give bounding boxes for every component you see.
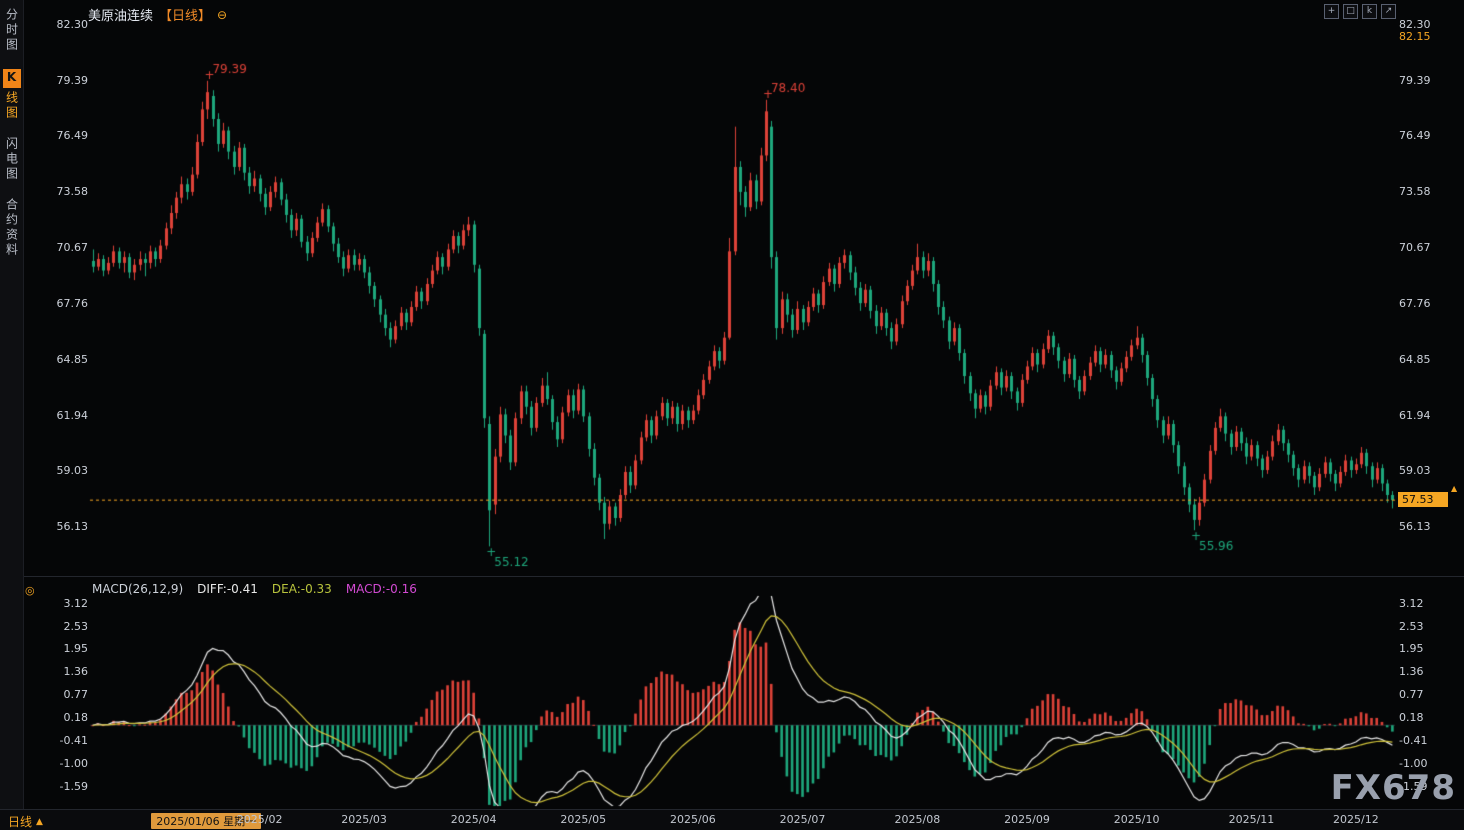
- period-tag[interactable]: 【日线】: [159, 9, 212, 24]
- macd-axis-label: -0.41: [1399, 734, 1428, 748]
- macd-settings-icon[interactable]: ◎: [25, 584, 35, 597]
- price-axis-label: 70.67: [1399, 241, 1431, 255]
- current-price-tag: 57.53: [1398, 492, 1448, 508]
- time-axis-bar: 日线 ▲ 2025/01/06 星期一 2025/02 2025/03 2025/04…: [0, 809, 1464, 830]
- macd-axis-left: 3.12 2.53 1.95 1.36 0.77 0.18 -0.41 -1.00 -1.59: [42, 0, 88, 830]
- selected-date-label: 2025/01/06 星期一: [151, 813, 262, 829]
- macd-dea-value: DEA:-0.33: [271, 582, 332, 596]
- select-region-icon[interactable]: □: [1343, 4, 1358, 19]
- macd-axis-label: 1.95: [63, 642, 89, 656]
- up-arrow-icon: ▲: [36, 816, 43, 827]
- price-axis-label: 79.39: [56, 73, 89, 87]
- price-axis-label: 64.85: [56, 352, 89, 366]
- watermark: FX678: [1330, 768, 1456, 808]
- symbol-name: 美原油连续: [88, 9, 154, 24]
- date-label: 2025/03: [341, 813, 387, 826]
- macd-axis-label: 0.77: [1399, 688, 1424, 702]
- macd-axis-label: -1.00: [1399, 757, 1428, 771]
- macd-axis-label: 3.12: [63, 597, 89, 610]
- price-axis-label: 59.03: [1399, 464, 1431, 478]
- price-axis-label: 56.13: [1399, 520, 1431, 534]
- settings-icon[interactable]: ⊖: [217, 7, 228, 22]
- date-label: 2025/09: [1004, 813, 1050, 826]
- date-label: 2025/05: [560, 813, 607, 826]
- tab-flash-chart[interactable]: 闪电图: [4, 137, 19, 182]
- price-axis-label: 56.13: [56, 520, 89, 534]
- date-label: 2025/08: [894, 813, 941, 826]
- macd-diff-value: DIFF:-0.41: [197, 582, 258, 596]
- price-axis-label: 73.58: [56, 185, 89, 199]
- price-axis-label: 67.76: [1399, 296, 1431, 310]
- price-axis-label: 82.30: [56, 18, 89, 31]
- price-axis-label: 61.94: [56, 408, 89, 422]
- date-label: 2025/10: [1113, 813, 1160, 826]
- macd-axis-label: 2.53: [63, 619, 89, 633]
- macd-axis-label: -0.41: [59, 734, 88, 748]
- date-label: 2025/12: [1332, 813, 1379, 826]
- left-tab-bar: 分时图 K 线图 闪电图 合约资料: [0, 0, 24, 830]
- date-label: 2025/07: [779, 813, 826, 826]
- price-axis-label: 76.49: [56, 129, 89, 143]
- date-label: 2025/11: [1228, 813, 1275, 826]
- price-axis-label: 67.76: [56, 296, 89, 310]
- price-axis-right: 82.30 79.39 76.49 73.58 70.67 67.76 64.85 61.94…: [1399, 0, 1445, 830]
- session-high-tag: 82.15: [1399, 30, 1431, 43]
- macd-axis-label: 0.18: [63, 711, 89, 725]
- macd-axis-label: 0.77: [63, 688, 89, 702]
- price-axis-label: 82.30: [1399, 18, 1431, 31]
- kline-mode-icon[interactable]: k: [1362, 4, 1377, 19]
- macd-axis-label: 3.12: [1399, 597, 1424, 610]
- expand-icon[interactable]: ↗: [1381, 4, 1396, 19]
- macd-axis-label: -1.59: [59, 780, 88, 793]
- crosshair-icon[interactable]: +: [1324, 4, 1339, 19]
- price-axis-left: 82.30 79.39 76.49 73.58 70.67 67.76 64.85 61.94…: [42, 0, 89, 830]
- macd-axis-label: -1.00: [59, 757, 88, 771]
- tab-contract-info[interactable]: 合约资料: [4, 198, 19, 258]
- date-label: 2025/04: [450, 813, 497, 826]
- chart-title: 美原油连续 【日线】 ⊖: [88, 5, 228, 25]
- tab-kline-chart[interactable]: K 线图: [2, 69, 22, 121]
- macd-hist-value: MACD:-0.16: [345, 582, 417, 596]
- period-label: 日线: [8, 815, 33, 829]
- macd-header: MACD(26,12,9) DIFF:-0.41 DEA:-0.33 MACD:…: [92, 582, 417, 596]
- price-axis-label: 73.58: [1399, 185, 1431, 199]
- date-label: 2025/02: [236, 813, 283, 826]
- period-indicator[interactable]: 日线 ▲: [8, 813, 43, 830]
- macd-axis-label: 1.36: [63, 665, 89, 679]
- panel-divider: [0, 576, 1464, 577]
- macd-axis-label: -1.59: [1399, 780, 1428, 793]
- macd-axis-label: 2.53: [1399, 619, 1424, 633]
- tab-time-chart[interactable]: 分时图: [4, 8, 19, 53]
- price-axis-label: 79.39: [1399, 73, 1431, 87]
- price-axis-label: 76.49: [1399, 129, 1431, 143]
- current-price-marker: ▲: [1451, 484, 1458, 494]
- price-axis-label: 59.03: [56, 464, 89, 478]
- macd-axis-label: 1.95: [1399, 642, 1424, 656]
- price-axis-label: 70.67: [56, 241, 89, 255]
- macd-axis-right: 3.12 2.53 1.95 1.36 0.77 0.18 -0.41 -1.00 -1.59: [1399, 0, 1445, 830]
- macd-axis-label: 1.36: [1399, 665, 1424, 679]
- macd-formula: MACD(26,12,9): [92, 582, 184, 596]
- price-axis-label: 61.94: [1399, 408, 1431, 422]
- price-axis-label: 64.85: [1399, 352, 1431, 366]
- chart-toolbar: + □ k ↗: [1324, 4, 1396, 19]
- tab-kline-label: 线图: [4, 91, 19, 121]
- date-label: 2025/06: [670, 813, 716, 826]
- kline-badge: K: [2, 69, 21, 88]
- macd-axis-label: 0.18: [1399, 711, 1424, 725]
